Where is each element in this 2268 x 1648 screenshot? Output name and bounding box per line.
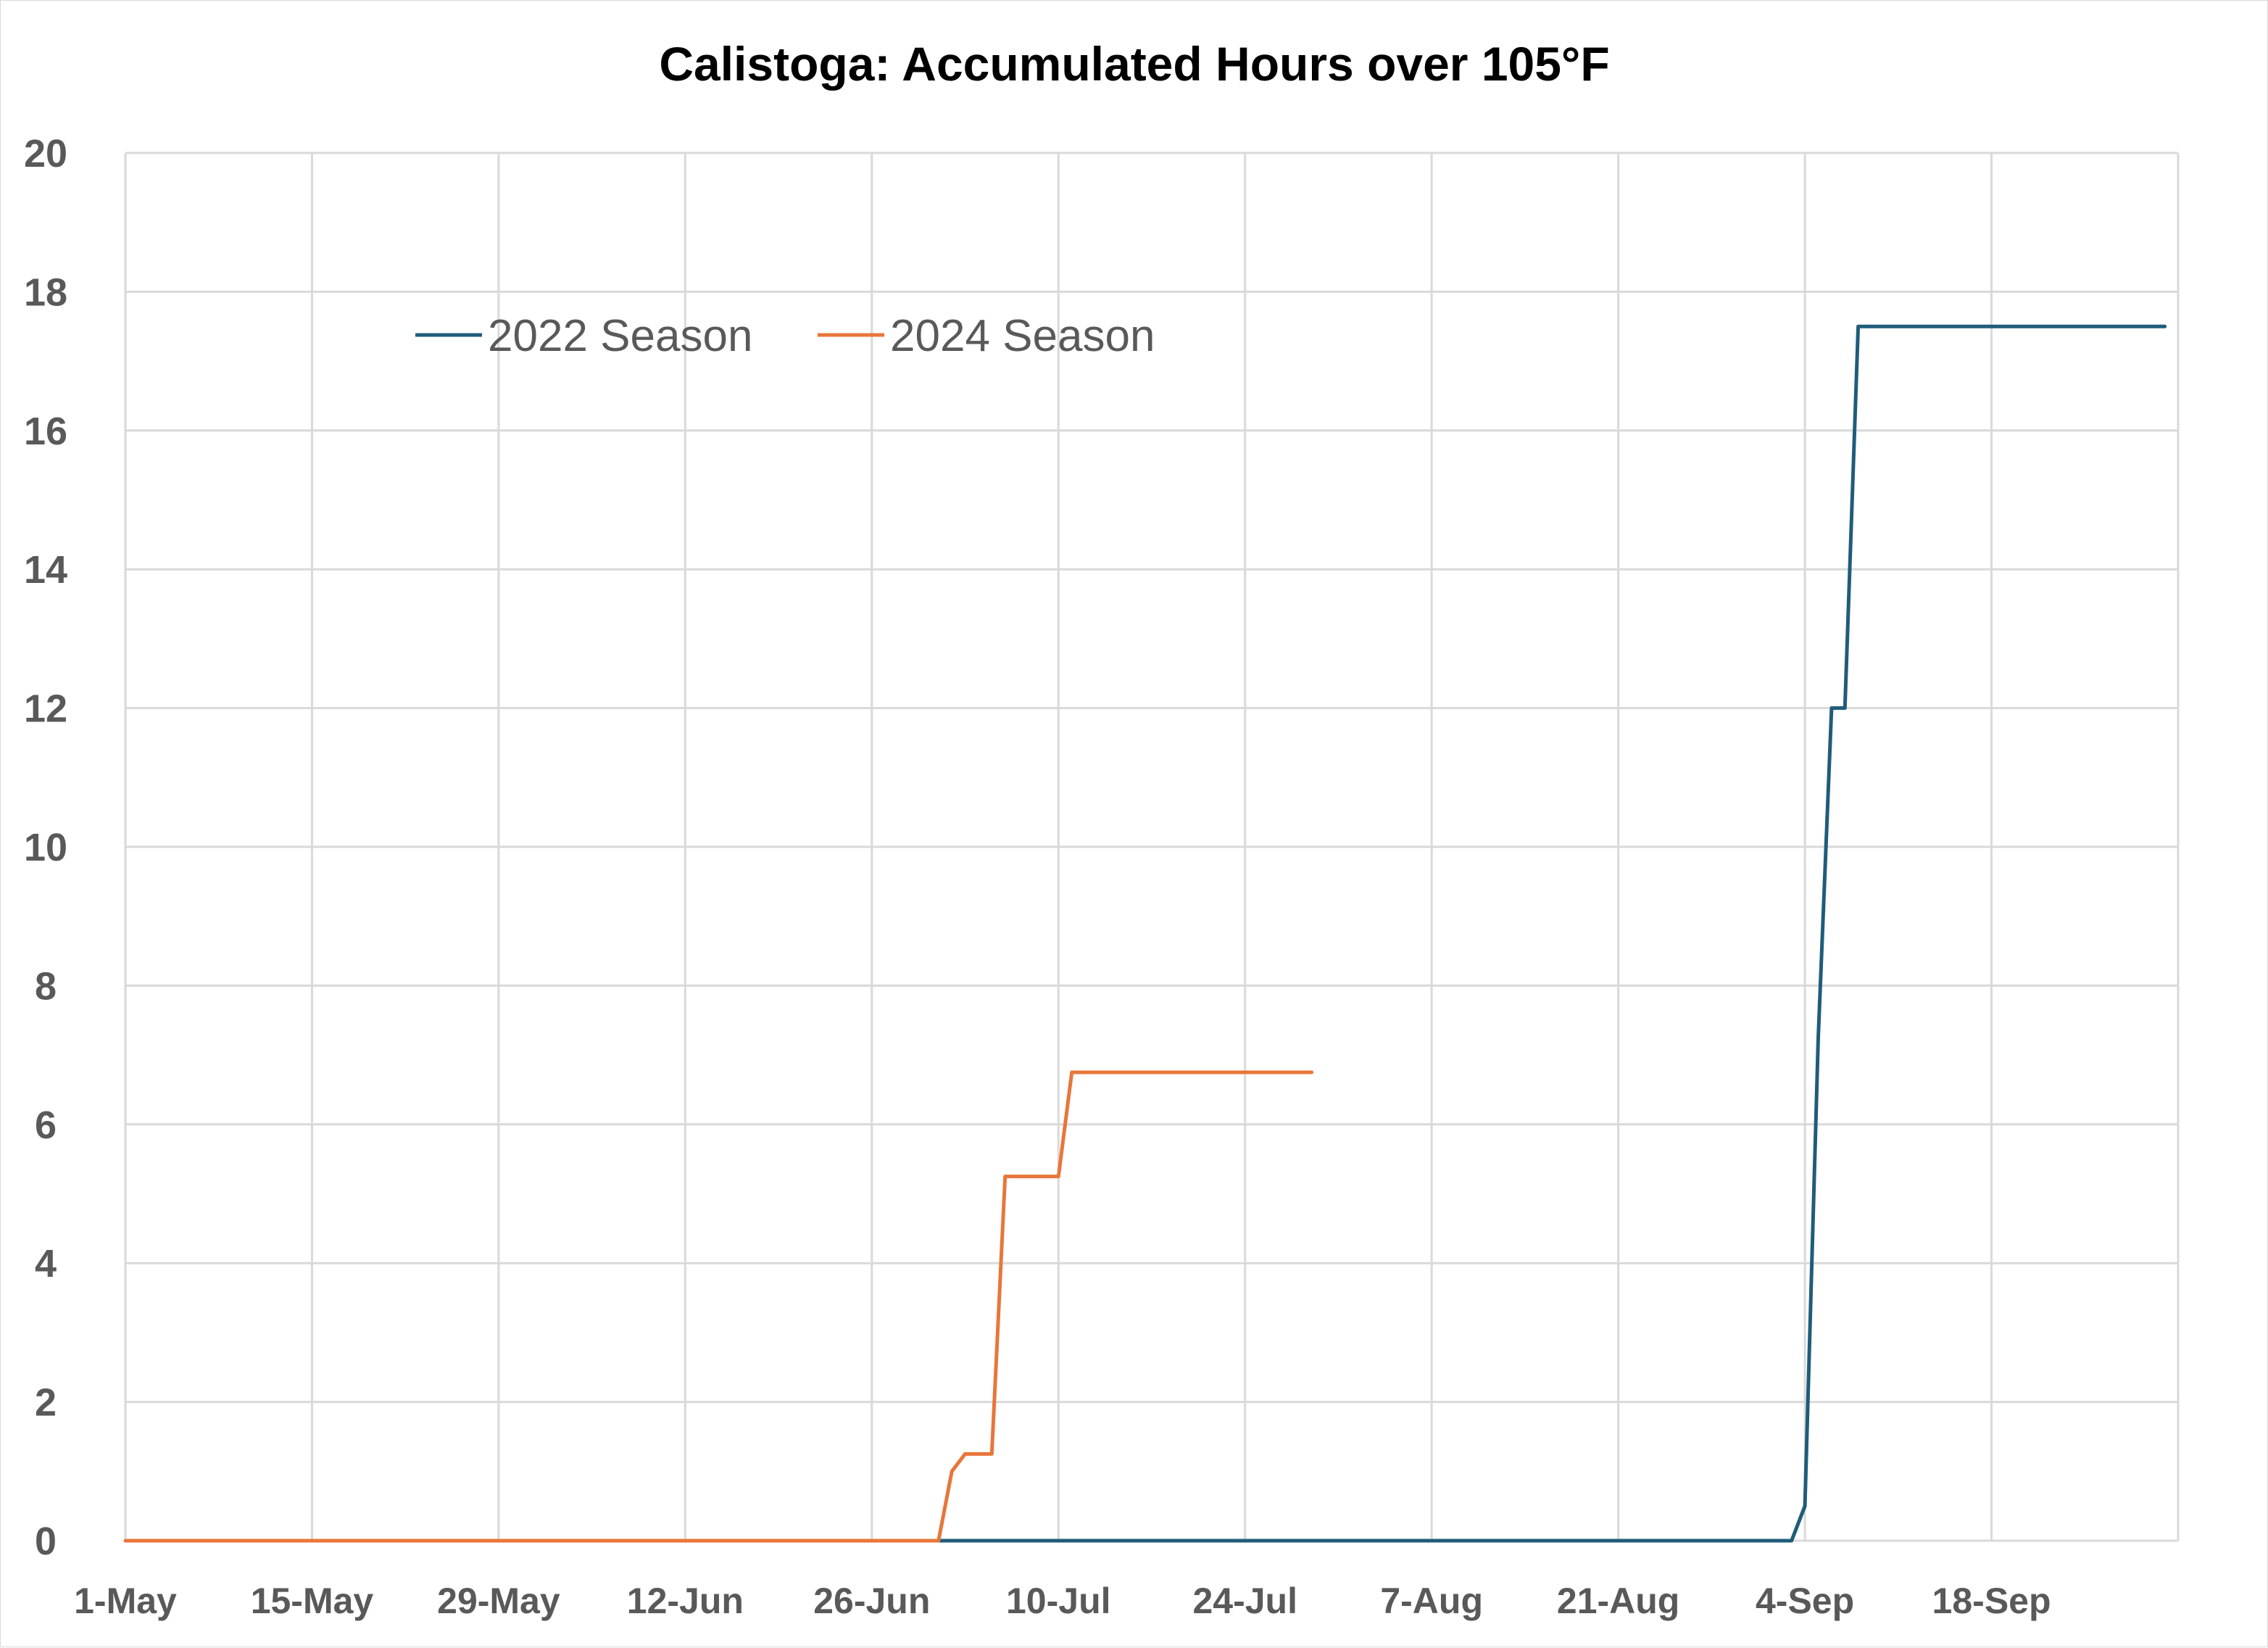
y-tick-label: 4 bbox=[35, 1242, 57, 1285]
y-tick-label: 8 bbox=[35, 964, 57, 1008]
x-tick-label: 24-Jul bbox=[1192, 1581, 1297, 1621]
x-tick-label: 15-May bbox=[251, 1581, 374, 1621]
y-tick-label: 14 bbox=[24, 548, 67, 592]
y-tick-label: 2 bbox=[35, 1381, 57, 1425]
axis-layer: 1-May 15-May 29-May 12-Jun 26-Jun 10-Jul 24-Ju… bbox=[24, 132, 2051, 1621]
legend-label: 2024 Season bbox=[890, 311, 1155, 361]
legend: 2022 Season 2024 Season bbox=[415, 311, 1155, 361]
legend-label: 2022 Season bbox=[488, 311, 752, 361]
y-tick-label: 10 bbox=[24, 826, 67, 869]
x-tick-label: 7-Aug bbox=[1380, 1581, 1483, 1621]
y-tick-label: 6 bbox=[35, 1104, 57, 1147]
x-tick-label: 18-Sep bbox=[1932, 1581, 2051, 1621]
y-tick-label: 20 bbox=[24, 132, 67, 175]
x-tick-label: 21-Aug bbox=[1557, 1581, 1679, 1621]
series-layer bbox=[123, 324, 2167, 1543]
y-tick-label: 18 bbox=[24, 270, 67, 314]
series-line-2 bbox=[123, 1070, 1314, 1543]
x-tick-label: 29-May bbox=[437, 1581, 560, 1621]
y-tick-label: 12 bbox=[24, 687, 67, 731]
grid-layer bbox=[124, 152, 2180, 1542]
y-tick-label: 0 bbox=[35, 1520, 57, 1563]
series-line-1 bbox=[936, 324, 2167, 1543]
x-tick-label: 10-Jul bbox=[1006, 1581, 1111, 1621]
chart-title: Calistoga: Accumulated Hours over 105°F bbox=[659, 37, 1609, 91]
x-tick-label: 26-Jun bbox=[813, 1581, 930, 1621]
x-tick-label: 1-May bbox=[74, 1581, 177, 1621]
x-tick-label: 12-Jun bbox=[627, 1581, 744, 1621]
x-tick-label: 4-Sep bbox=[1756, 1581, 1854, 1621]
y-tick-label: 16 bbox=[24, 410, 67, 453]
